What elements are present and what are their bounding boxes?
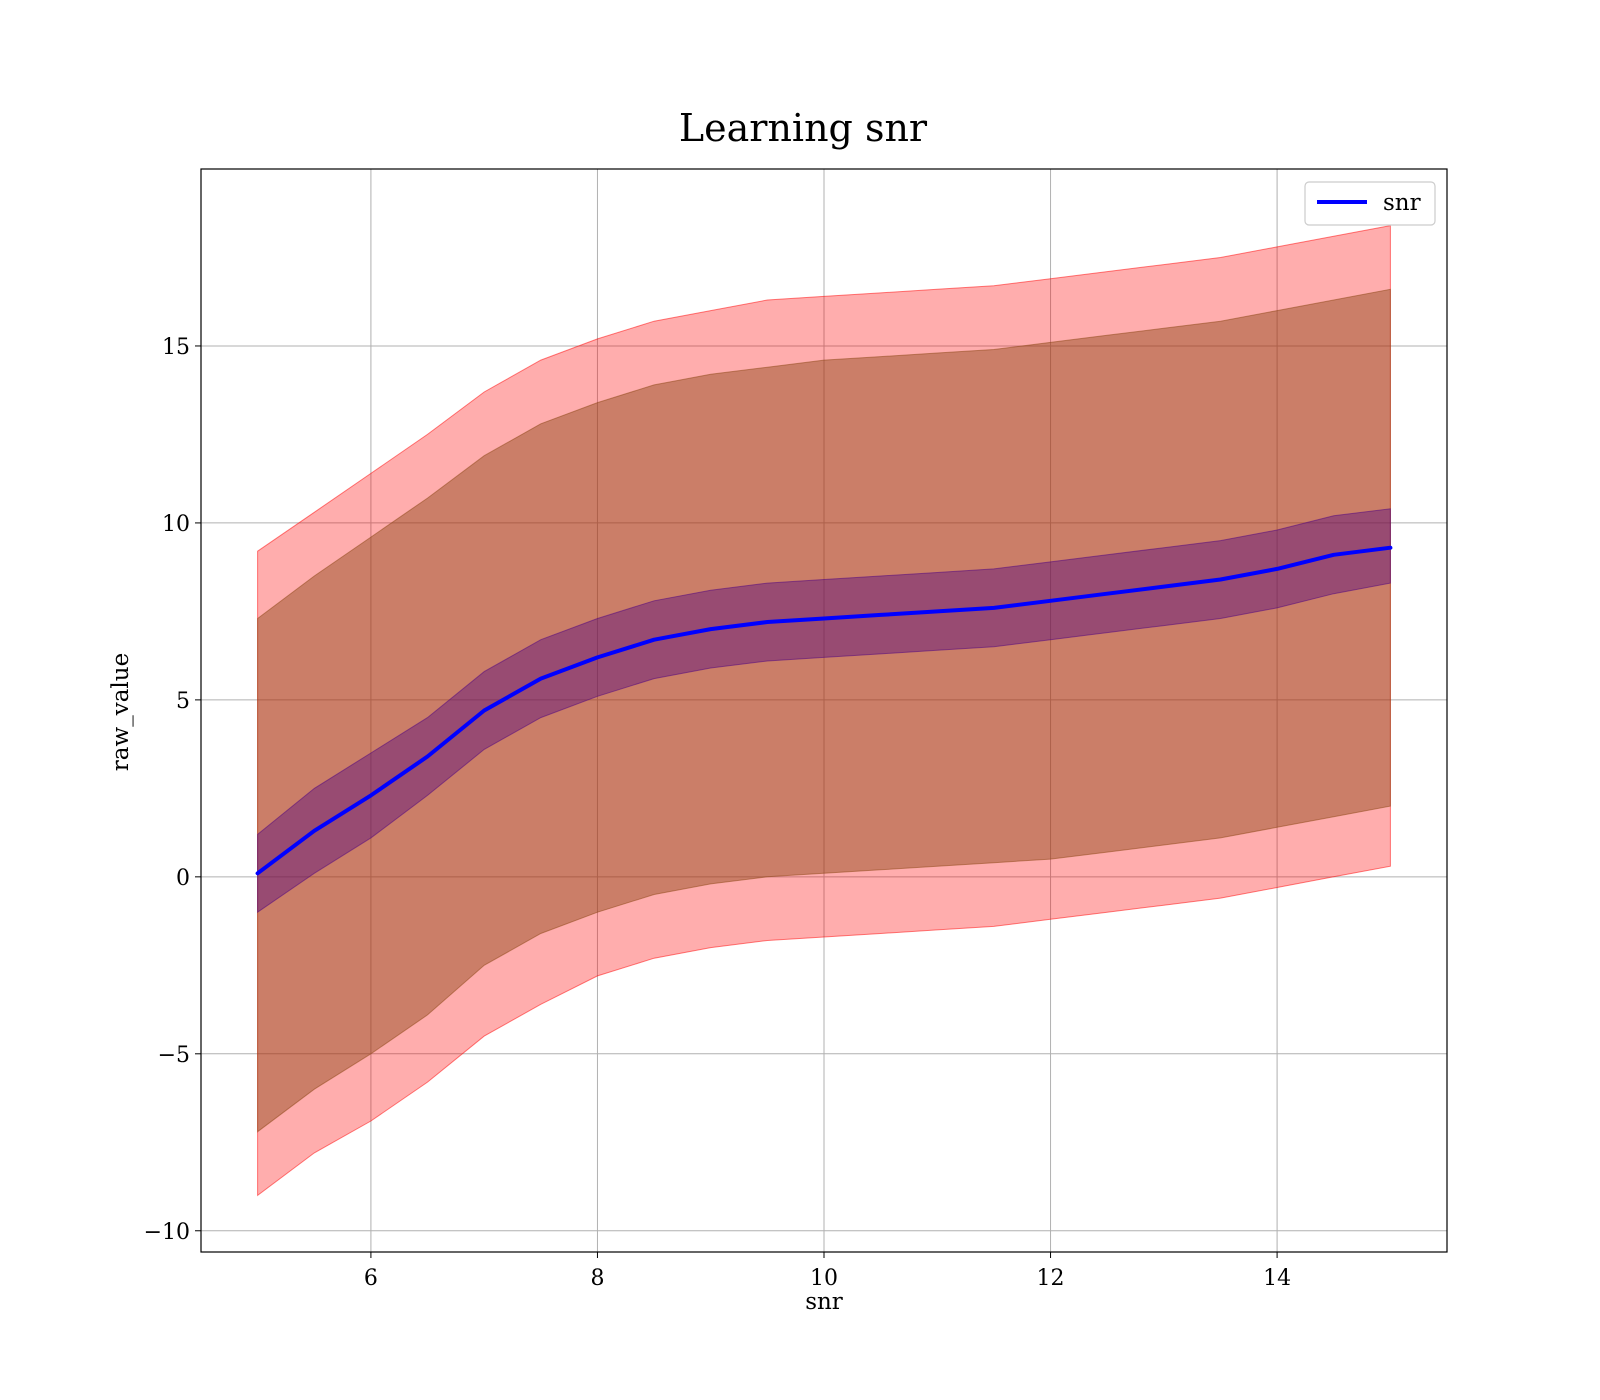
y-tick-label: 0 [176,866,190,891]
x-axis-ticks: 6 8 10 12 14 [364,1252,1291,1291]
confidence-bands [257,224,1391,1197]
middle-band [257,288,1391,1133]
y-axis-label: raw_value [108,653,134,771]
legend-label-snr: snr [1383,190,1421,216]
legend-box [1304,181,1436,226]
y-tick-label: 15 [162,335,190,360]
y-tick-label: −10 [144,1220,190,1245]
y-tick-label: 10 [162,512,190,537]
series-lines [255,545,1393,876]
legend: snr [1304,181,1436,226]
y-axis-ticks: −10 −5 0 5 10 15 [144,335,201,1245]
chart-title: Learning snr [679,106,928,150]
series-line-snr [255,545,1393,876]
grid [201,169,1447,1252]
x-tick-label: 8 [590,1266,604,1291]
y-tick-label: 5 [176,689,190,714]
outer-band [257,224,1391,1197]
x-tick-label: 12 [1037,1266,1065,1291]
y-tick-label: −5 [158,1043,190,1068]
x-tick-label: 10 [810,1266,838,1291]
x-tick-label: 14 [1263,1266,1291,1291]
x-tick-label: 6 [364,1266,378,1291]
inner-band [257,508,1391,914]
x-axis-label: snr [805,1289,843,1315]
